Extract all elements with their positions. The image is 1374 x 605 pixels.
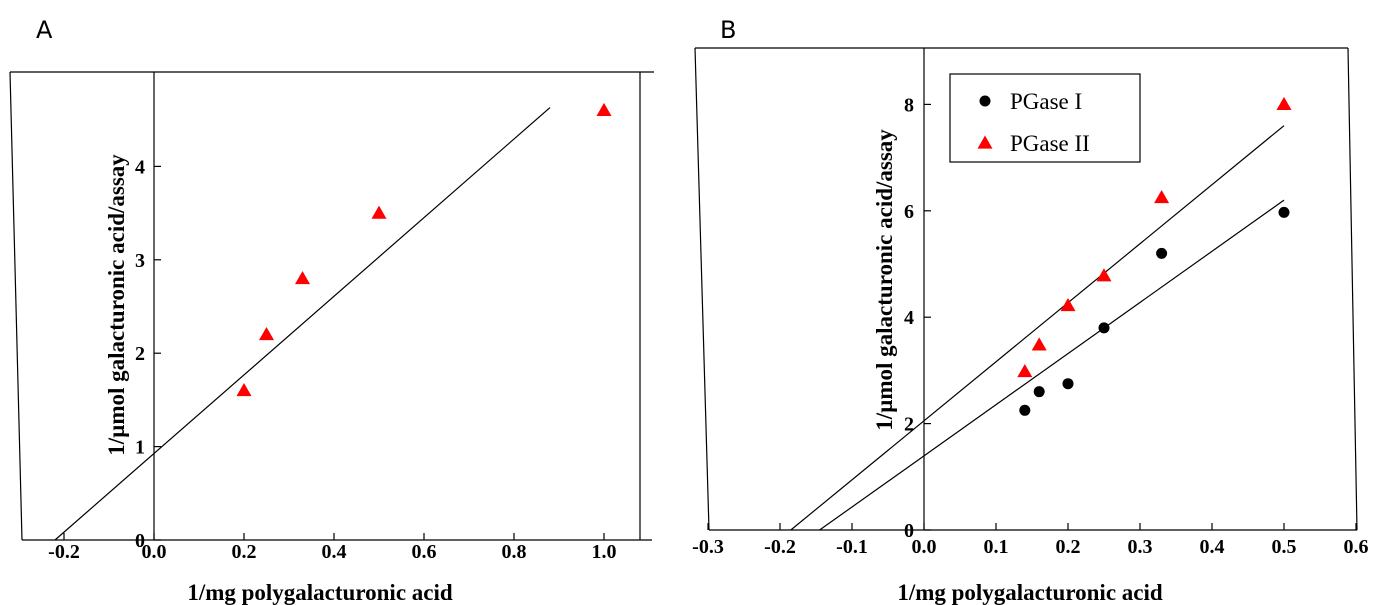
x-tick-label: 0.4 xyxy=(1200,536,1225,558)
panel-a-y-ticks: 0 1 2 3 4 xyxy=(135,156,161,552)
x-tick-label: 0.2 xyxy=(232,541,257,563)
panel-b-frame-right xyxy=(1347,47,1358,531)
data-point-triangle xyxy=(1060,297,1076,312)
y-tick-label: 1 xyxy=(135,437,145,459)
y-tick-label: 2 xyxy=(135,343,145,365)
y-tick-label: 8 xyxy=(904,94,914,116)
x-tick-label: -0.1 xyxy=(836,536,868,558)
data-point-circle xyxy=(1033,386,1045,398)
x-tick-label: 0.8 xyxy=(502,541,527,563)
x-tick-label: 1.0 xyxy=(592,541,617,563)
y-tick-label: 4 xyxy=(135,156,145,178)
fit-line xyxy=(819,199,1285,531)
panel-b-legend: PGase I PGase II xyxy=(949,73,1141,163)
panel-label-a: A xyxy=(36,16,53,44)
x-tick-label: -0.2 xyxy=(48,541,80,563)
data-point-triangle xyxy=(1031,337,1047,351)
panel-a: -0.2 0.0 0.2 0.4 0.6 0.8 1.0 0 1 2 3 4 1/mg polyga… xyxy=(9,71,654,605)
data-point-circle xyxy=(1062,378,1074,390)
data-point-triangle xyxy=(295,270,310,285)
data-point-circle xyxy=(1098,322,1110,334)
panel-b-x-axis-title: 1/mg polygalacturonic acid xyxy=(897,580,1163,605)
panel-b-y-axis-title: 1/µmol galacturonic acid/assay xyxy=(872,129,897,431)
data-point-triangle xyxy=(236,383,252,397)
y-tick-label: 2 xyxy=(904,414,914,436)
x-tick-label: 0.4 xyxy=(322,541,347,563)
x-tick-label: 0.0 xyxy=(912,536,937,558)
y-tick-label: 6 xyxy=(904,201,914,223)
panel-b: -0.3 -0.2 -0.1 0.0 0.1 0.2 0.3 0.4 0.5 0.6 02468 … xyxy=(692,47,1369,605)
x-tick-label: 0.6 xyxy=(1344,536,1369,558)
y-tick-label: 3 xyxy=(135,250,145,272)
y-tick-label: 0 xyxy=(135,530,145,552)
x-tick-label: 0.2 xyxy=(1056,536,1081,558)
panel-a-fit-lines xyxy=(54,107,551,541)
y-tick-label: 4 xyxy=(904,307,914,329)
fit-line xyxy=(790,125,1285,531)
x-tick-label: 0.1 xyxy=(984,536,1009,558)
data-point-triangle xyxy=(1154,190,1170,204)
data-point-circle xyxy=(1278,206,1290,218)
panel-a-frame-left xyxy=(9,71,23,541)
legend-marker-triangle xyxy=(977,135,993,149)
legend-label: PGase II xyxy=(1010,131,1090,156)
legend-label: PGase I xyxy=(1010,89,1082,114)
y-tick-label: 0 xyxy=(904,520,914,542)
x-tick-label: -0.2 xyxy=(764,536,796,558)
panel-b-y-ticks: 0 2 4 6 8 xyxy=(904,94,931,542)
legend-marker-circle xyxy=(979,95,991,107)
data-point-triangle xyxy=(596,102,612,116)
panel-label-b: B xyxy=(720,16,736,44)
data-point-triangle xyxy=(1276,96,1292,111)
data-point-triangle xyxy=(1096,268,1112,282)
panel-b-fit-lines xyxy=(790,125,1285,531)
x-tick-label: 0.3 xyxy=(1128,536,1153,558)
panel-a-x-ticks: -0.2 0.0 0.2 0.4 0.6 0.8 1.0 xyxy=(48,533,617,563)
data-point-circle xyxy=(1156,247,1168,259)
panel-a-points xyxy=(236,102,612,397)
panel-b-frame-left xyxy=(694,47,710,531)
x-tick-label: 0.6 xyxy=(412,541,437,563)
panel-a-y-axis-title: 1/µmol galacturonic acid/assay xyxy=(104,154,129,456)
panel-b-x-ticks: -0.3 -0.2 -0.1 0.0 0.1 0.2 0.3 0.4 0.5 0.6 xyxy=(692,523,1369,558)
data-point-triangle xyxy=(1017,363,1033,378)
panel-b-points xyxy=(1017,96,1292,416)
data-point-circle xyxy=(1019,404,1031,416)
fit-line xyxy=(54,107,551,541)
x-tick-label: 0.5 xyxy=(1272,536,1297,558)
panel-a-x-axis-title: 1/mg polygalacturonic acid xyxy=(187,580,453,605)
data-point-triangle xyxy=(259,327,274,341)
x-tick-label: 0.0 xyxy=(142,541,167,563)
x-tick-label: -0.3 xyxy=(692,536,724,558)
data-point-triangle xyxy=(371,205,387,219)
